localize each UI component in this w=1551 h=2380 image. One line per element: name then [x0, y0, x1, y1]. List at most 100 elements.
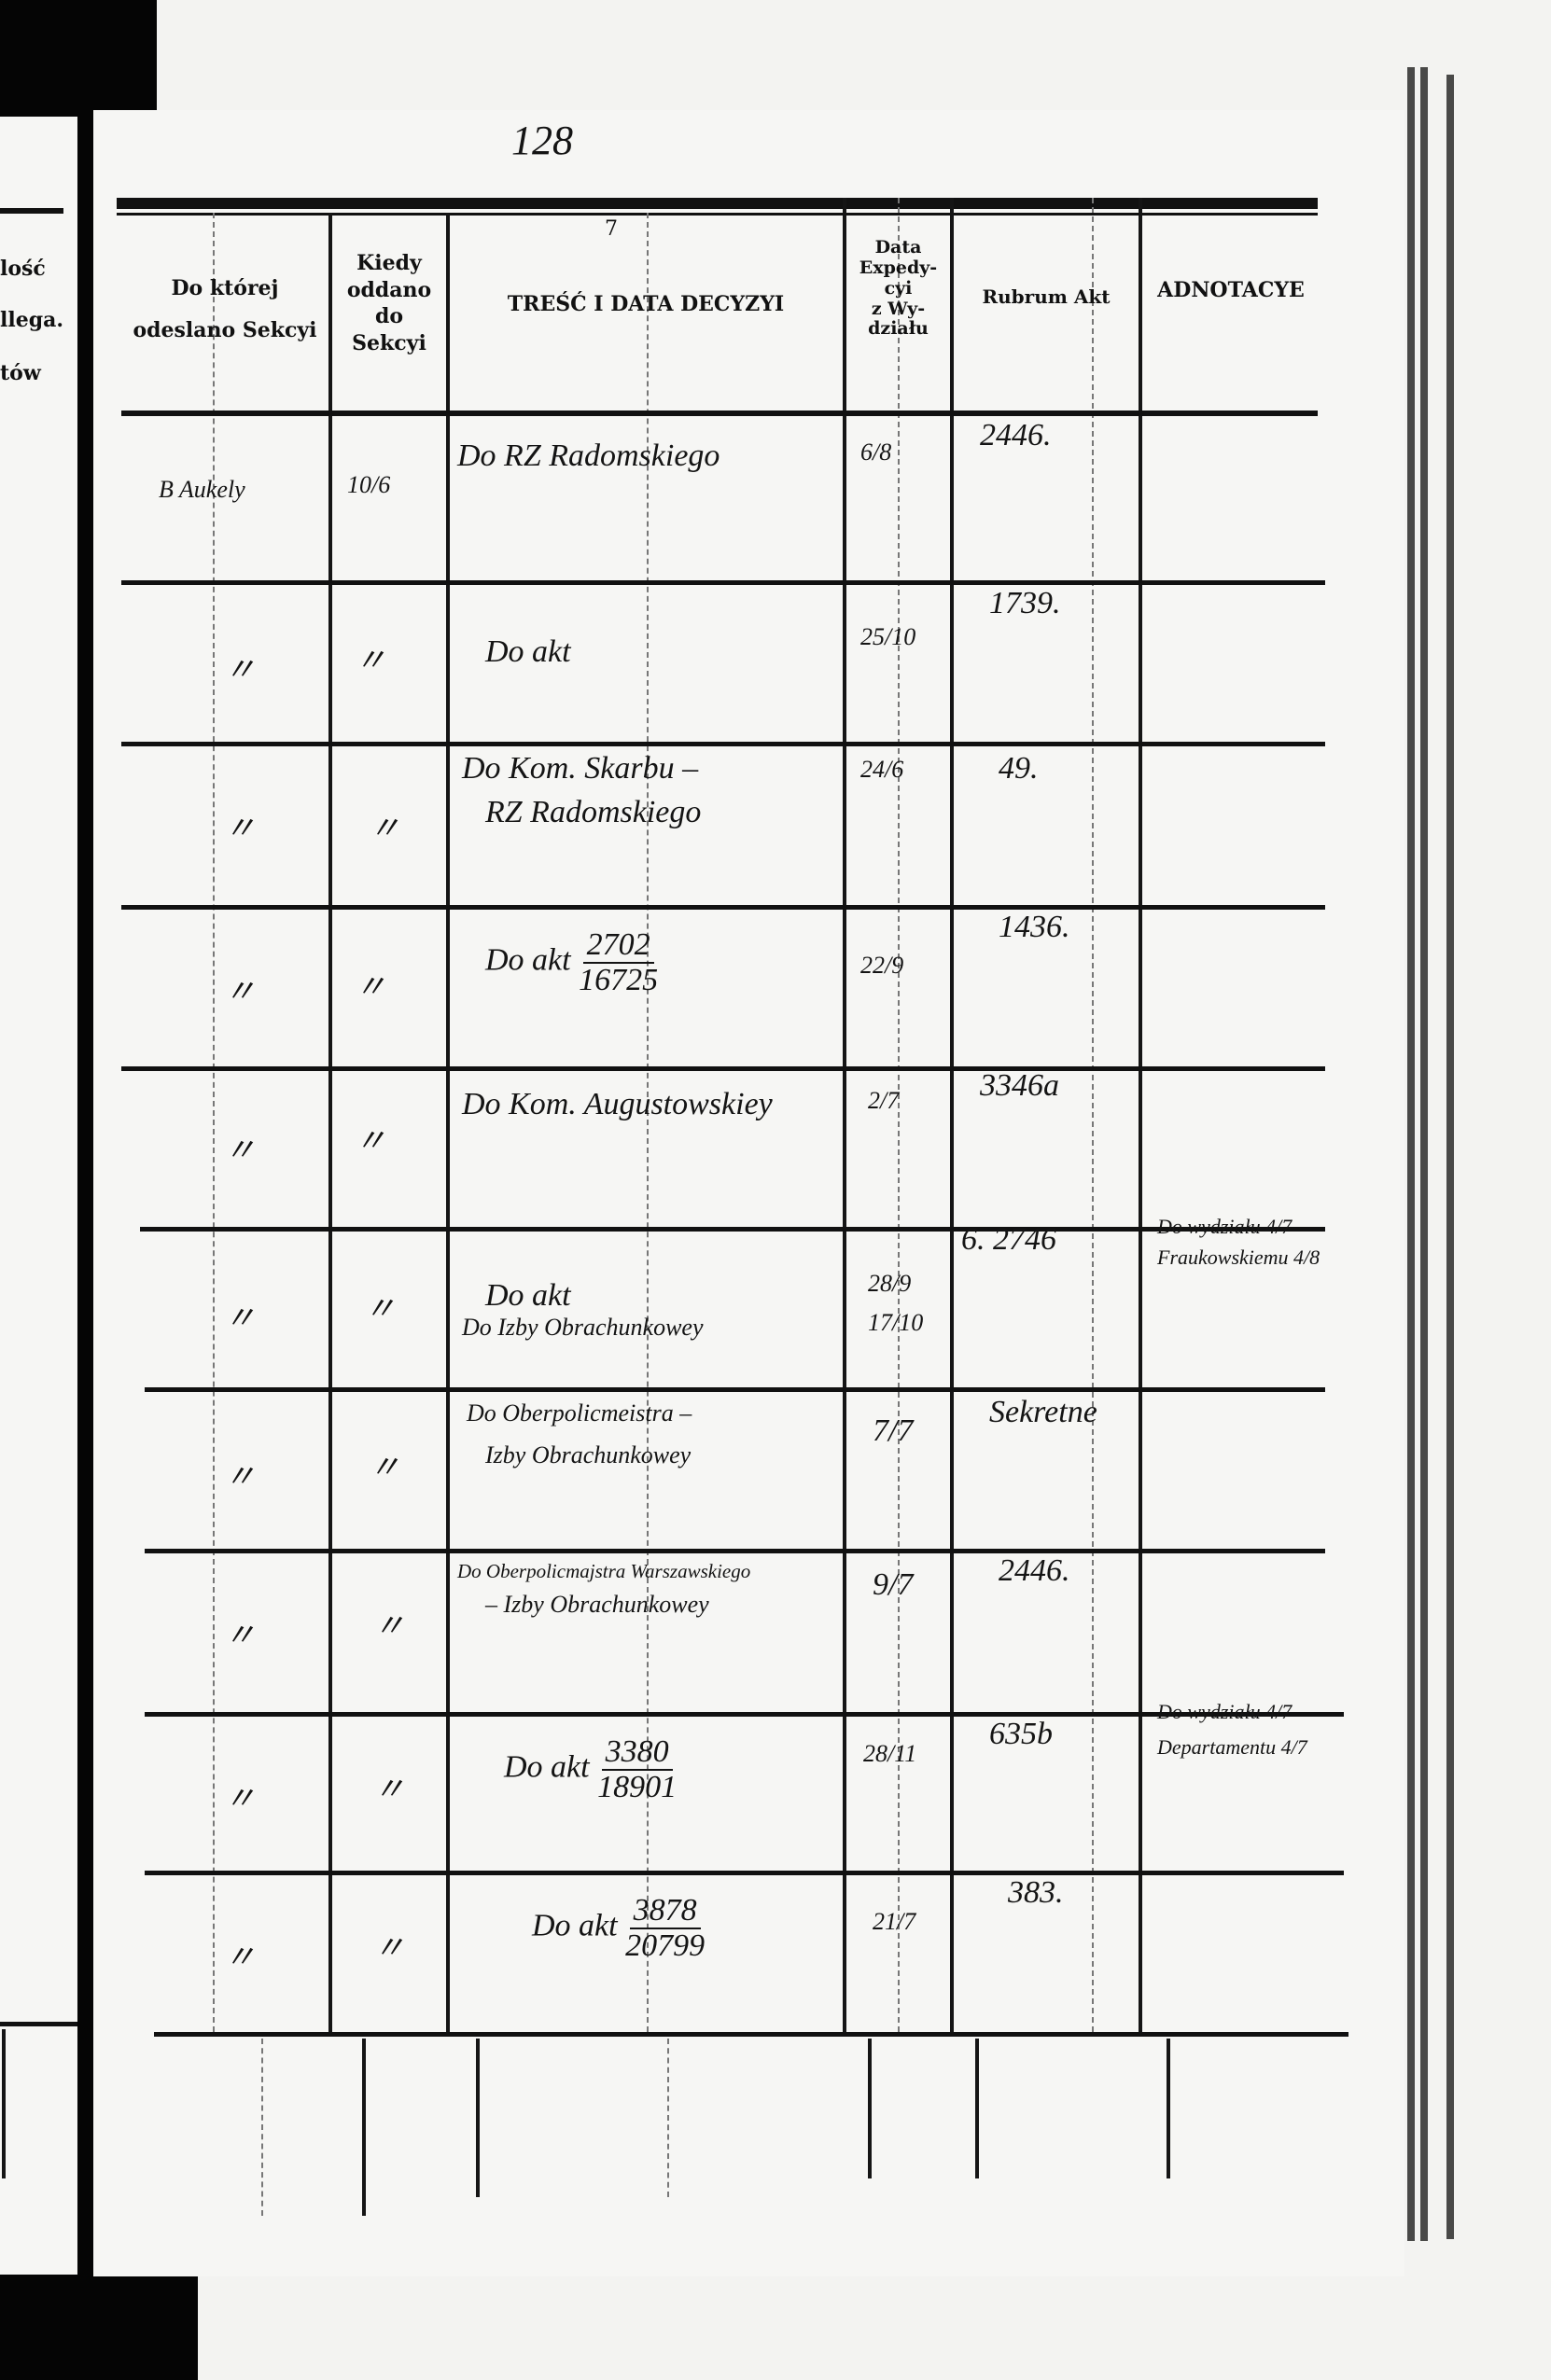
cell-tresc: Do Izby Obrachunkowey: [462, 1314, 704, 1341]
column-rule: [261, 2039, 263, 2216]
cell-kiedy: 〃: [373, 1609, 405, 1644]
cell-sekcja: 〃: [224, 1941, 256, 1975]
cell-sekcja: 〃: [224, 653, 256, 688]
cell-kiedy: 〃: [355, 644, 386, 678]
cell-tresc: Do Kom. Augustowskiey: [462, 1087, 773, 1121]
row-rule: [121, 905, 1325, 910]
cell-data: 9/7: [873, 1567, 914, 1602]
cell-tresc: Do Kom. Skarbu –: [462, 751, 699, 786]
column-rule: [362, 2039, 366, 2216]
cell-data: 7/7: [873, 1413, 914, 1448]
left-page-text-2: llega.: [0, 308, 64, 332]
cell-rubrum: 2446.: [980, 418, 1052, 452]
row-rule: [140, 1227, 1325, 1232]
cell-tresc: – Izby Obrachunkowey: [485, 1591, 709, 1618]
act-number-fraction: 3380 18901: [597, 1734, 678, 1804]
cell-data: 28/9 17/10: [868, 1270, 924, 1336]
cell-rubrum: 1436.: [999, 910, 1070, 944]
page-edge: [1420, 67, 1428, 2241]
column-rule: [1139, 198, 1142, 2032]
column-rule: [667, 2039, 669, 2197]
row-rule: [154, 2032, 1348, 2037]
row-rule: [145, 1387, 1325, 1392]
cell-tresc: Do Oberpolicmeistra –: [467, 1399, 692, 1427]
cell-sekcja: 〃: [224, 1301, 256, 1336]
cell-tresc: Do akt 3878 20799: [532, 1893, 706, 1963]
cell-data: 22/9: [860, 952, 904, 979]
cell-sekcja: 〃: [224, 975, 256, 1009]
row-rule: [121, 1066, 1325, 1071]
column-rule: [975, 2039, 979, 2178]
column-header-rubrum: Rubrum Akt: [982, 285, 1111, 308]
cell-sekcja: 〃: [224, 1619, 256, 1653]
gutter-shadow: [77, 117, 94, 2281]
column-rule: [843, 198, 846, 2032]
row-rule: [145, 1871, 1344, 1875]
column-header-kiedy: Kiedy oddano do Sekcyi: [346, 251, 432, 355]
column-rule: [1092, 198, 1094, 2032]
cell-rubrum: 635b: [989, 1717, 1053, 1751]
cell-rubrum: 3346a: [980, 1068, 1059, 1103]
cell-rubrum: 1739.: [989, 586, 1061, 620]
cell-adnotacye: Do wydziału 4/7: [1157, 1700, 1292, 1723]
cell-adnotacye: Fraukowskiemu 4/8: [1157, 1246, 1320, 1269]
cell-tresc: Do RZ Radomskiego: [457, 438, 720, 473]
cell-kiedy: 〃: [355, 970, 386, 1005]
column-header-do-ktorej: Do której odeslano Sekcyi: [133, 276, 317, 342]
page-edge: [1446, 75, 1454, 2239]
column-rule: [950, 198, 954, 2032]
row-rule: [145, 1712, 1344, 1717]
cell-rubrum: Sekretne: [989, 1395, 1097, 1429]
cell-tresc: Do akt 2702 16725: [485, 927, 659, 997]
scan-border-bottom-left: [0, 2275, 198, 2380]
cell-rubrum: 2446.: [999, 1553, 1070, 1588]
act-number-fraction: 2702 16725: [579, 927, 659, 997]
cell-tresc: Do akt: [485, 1278, 571, 1313]
cell-data: 2/7: [868, 1087, 900, 1114]
left-page-text-3: tów: [0, 361, 41, 385]
cell-tresc: Do akt: [485, 634, 571, 669]
cell-kiedy: 〃: [355, 1124, 386, 1159]
column-rule: [328, 213, 332, 2032]
column-rule: [868, 2039, 872, 2178]
cell-tresc: Izby Obrachunkowey: [485, 1441, 692, 1468]
cell-data: 24/6: [860, 756, 904, 783]
cell-data: 6/8: [860, 438, 892, 466]
cell-data: 28/11: [863, 1740, 917, 1767]
column-rule: [446, 213, 450, 2032]
header-top-rule-thin: [117, 213, 1318, 216]
column-header-data-expedycyi: Data Expedy- cyi z Wy- działu: [859, 237, 938, 340]
row-rule: [145, 1549, 1325, 1553]
cell-tresc: Do Oberpolicmajstra Warszawskiego: [457, 1560, 751, 1582]
left-page-fragment: lość llega. tów: [0, 117, 105, 2276]
row-rule: [121, 411, 1318, 416]
cell-sekcja: 〃: [224, 1460, 256, 1495]
row-rule: [121, 742, 1325, 746]
column-header-tresc: TREŚĆ I DATA DECYZYI: [507, 292, 785, 316]
cell-rubrum: 383.: [1008, 1875, 1064, 1910]
column-rule: [1167, 2039, 1170, 2178]
register-page: [93, 110, 1404, 2276]
left-page-text-1: lość: [0, 257, 46, 281]
cell-kiedy: 〃: [369, 1451, 400, 1485]
cell-tresc: Do akt 3380 18901: [504, 1734, 678, 1804]
cell-kiedy: 〃: [364, 1292, 396, 1327]
page-edge: [1407, 67, 1415, 2241]
cell-adnotacye: Departamentu 4/7: [1157, 1735, 1307, 1759]
cell-sekcja: 〃: [224, 1782, 256, 1816]
cell-kiedy: 〃: [369, 812, 400, 846]
page-number: 128: [511, 118, 573, 163]
cell-tresc: RZ Radomskiego: [485, 795, 702, 829]
cell-kiedy: 〃: [373, 1931, 405, 1966]
cell-sekcja: 〃: [224, 1134, 256, 1168]
column-rule: [476, 2039, 480, 2197]
act-number-fraction: 3878 20799: [625, 1893, 706, 1963]
cell-kiedy: 10/6: [347, 471, 391, 498]
cell-kiedy: 〃: [373, 1773, 405, 1807]
cell-sekcja: 〃: [224, 812, 256, 846]
cell-sekcja: B Aukely: [159, 476, 245, 503]
header-mark: 7: [605, 217, 618, 241]
column-rule: [898, 198, 900, 2032]
scan-border-top-left: [0, 0, 157, 117]
cell-data: 21/7: [873, 1908, 916, 1935]
